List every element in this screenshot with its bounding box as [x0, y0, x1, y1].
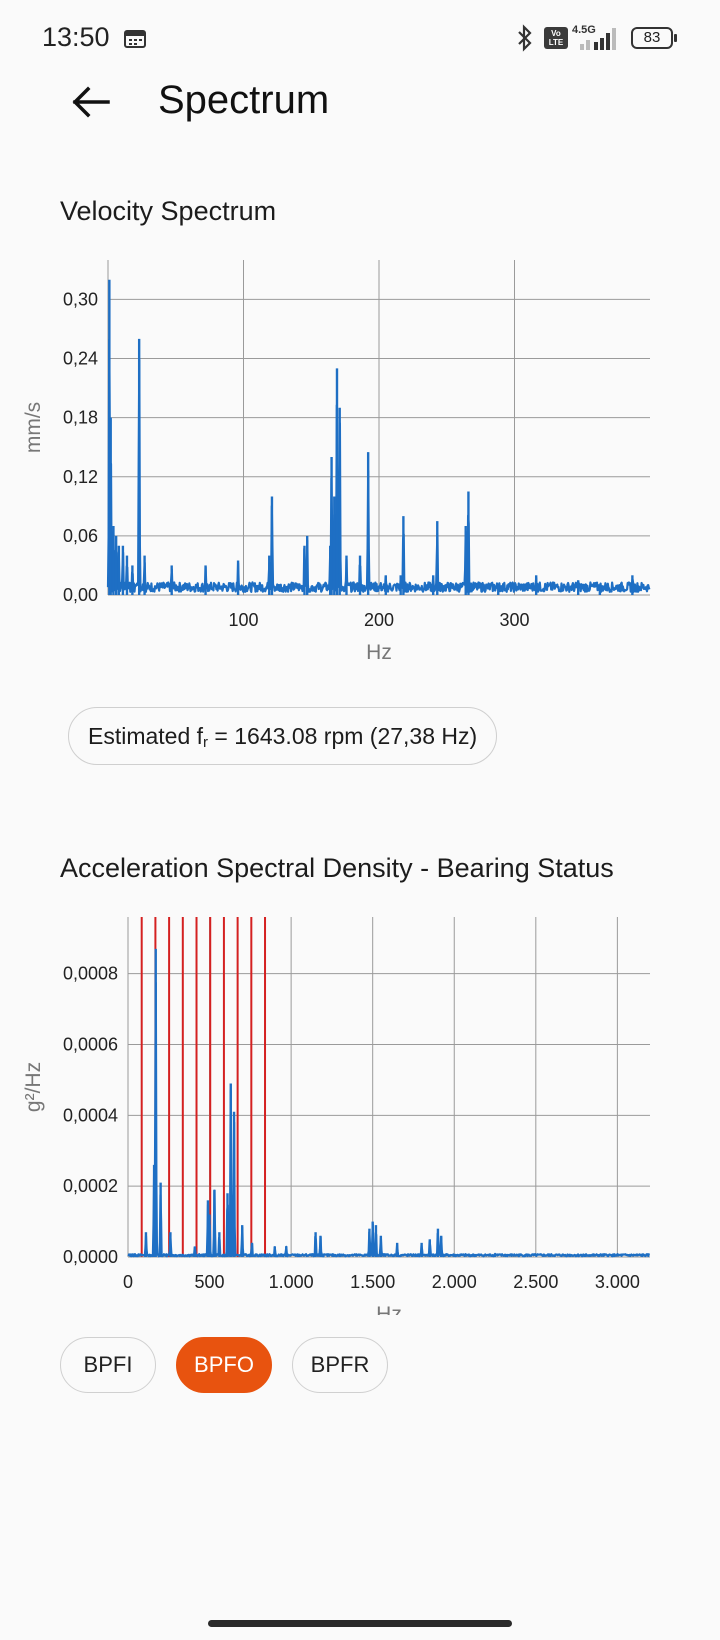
bpfr-toggle[interactable]: BPFR — [292, 1337, 388, 1393]
y-tick-label: 0,00 — [63, 585, 98, 605]
page-title: Spectrum — [158, 78, 330, 122]
estimate-label: Estimated f — [88, 723, 204, 749]
bpfo-toggle[interactable]: BPFO — [176, 1337, 272, 1393]
x-tick-label: 2.500 — [513, 1272, 558, 1292]
bpfi-toggle[interactable]: BPFI — [60, 1337, 156, 1393]
spectrum-series-line — [127, 981, 651, 1258]
x-axis-label: Hz — [376, 1303, 402, 1315]
y-tick-label: 0,0000 — [63, 1247, 118, 1267]
x-tick-label: 200 — [364, 610, 394, 630]
signal-icon — [580, 28, 616, 50]
network-type: 4.5G — [572, 24, 596, 36]
x-tick-label: 300 — [499, 610, 529, 630]
bluetooth-icon — [518, 24, 532, 52]
battery-tip — [674, 34, 677, 42]
y-tick-label: 0,24 — [63, 349, 98, 369]
y-tick-label: 0,0006 — [63, 1035, 118, 1055]
y-tick-label: 0,12 — [63, 467, 98, 487]
x-tick-label: 1.000 — [269, 1272, 314, 1292]
velocity-chart-title: Velocity Spectrum — [60, 196, 277, 226]
y-axis-label: g²/Hz — [22, 1062, 45, 1112]
status-bar: 13:50 Vo LTE 4.5G 83 — [0, 0, 720, 80]
x-tick-label: 100 — [228, 610, 258, 630]
x-tick-label: 3.000 — [595, 1272, 640, 1292]
y-axis-label: mm/s — [22, 402, 45, 453]
calendar-icon — [124, 30, 146, 48]
velocity-spectrum-chart: 100 200 300 0,00 0,06 0,12 0,18 0,24 0,30 Hz mm/s — [22, 260, 651, 664]
x-tick-label: 2.000 — [432, 1272, 477, 1292]
status-time: 13:50 — [42, 22, 110, 52]
y-tick-label: 0,0002 — [63, 1176, 118, 1196]
y-tick-label: 0,18 — [63, 408, 98, 428]
volte-icon: Vo LTE — [544, 27, 568, 49]
y-tick-label: 0,0004 — [63, 1105, 118, 1125]
spectrum-series-line — [106, 338, 651, 593]
y-tick-label: 0,06 — [63, 526, 98, 546]
home-indicator[interactable] — [208, 1620, 512, 1627]
y-tick-label: 0,30 — [63, 289, 98, 309]
estimate-value: = 1643.08 rpm (27,38 Hz) — [208, 723, 478, 749]
x-tick-label: 1.500 — [350, 1272, 395, 1292]
estimate-subscript: r — [203, 734, 209, 751]
x-axis-label: Hz — [366, 641, 392, 664]
battery-icon: 83 — [631, 27, 673, 49]
y-tick-label: 0,0008 — [63, 964, 118, 984]
x-tick-label: 500 — [195, 1272, 225, 1292]
acceleration-chart-title: Acceleration Spectral Density - Bearing … — [60, 853, 614, 883]
x-tick-label: 0 — [123, 1272, 133, 1292]
back-arrow-icon[interactable] — [68, 80, 118, 124]
acceleration-density-chart: 0 500 1.000 1.500 2.000 2.500 3.000 0,0000 0,000… — [22, 917, 651, 1315]
estimated-frequency-chip: Estimated fr = 1643.08 rpm (27,38 Hz) — [68, 707, 498, 765]
